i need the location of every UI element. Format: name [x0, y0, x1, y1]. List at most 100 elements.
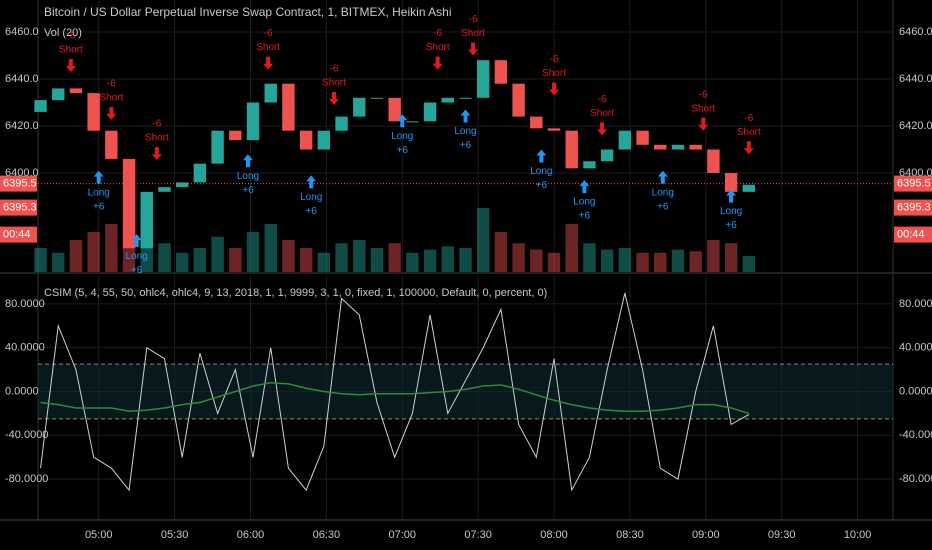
countdown-label: 00:44	[897, 229, 925, 241]
signal-arrow	[549, 82, 560, 96]
candle	[600, 149, 614, 162]
volume-bar	[707, 240, 720, 272]
volume-bar	[87, 232, 100, 272]
volume-bar	[34, 248, 47, 272]
signal-qty: -6	[152, 119, 161, 130]
signal-qty: -6	[66, 31, 75, 42]
candle	[317, 130, 331, 150]
volume-bar	[724, 243, 738, 272]
level-band	[38, 364, 893, 419]
volume-bar	[477, 208, 490, 272]
volume-bar	[282, 240, 295, 272]
signal-label: Short	[322, 77, 346, 88]
signal-arrow	[263, 56, 274, 70]
signal-qty: +6	[657, 201, 669, 212]
signal-qty: -6	[744, 113, 753, 124]
candle	[370, 97, 384, 99]
signal-qty: -6	[107, 79, 116, 90]
signal-arrow	[536, 149, 547, 163]
volume-bar	[689, 251, 702, 272]
volume-bar	[742, 256, 756, 272]
candle	[34, 100, 47, 112]
y-tick-label: 0.0000	[899, 385, 932, 397]
y-tick-label: 6440.0	[5, 73, 39, 85]
volume-bar	[246, 232, 260, 272]
volume-bar	[512, 243, 525, 272]
volume-bar	[671, 249, 685, 272]
volume-bar	[193, 248, 207, 272]
volume-bar	[406, 252, 419, 272]
signal-label: Long	[652, 187, 674, 198]
signal-arrow	[93, 170, 104, 184]
y-tick-label: 80.0000	[5, 298, 45, 310]
candle	[158, 187, 171, 192]
y-tick-label: 6460.0	[899, 26, 932, 38]
price-tag	[894, 175, 932, 192]
candle	[707, 149, 720, 174]
price-tag-label: 6395.3	[3, 202, 37, 214]
y-tick-label: 0.0000	[5, 385, 39, 397]
candle	[477, 60, 490, 98]
volume-bar	[105, 224, 118, 272]
signal-qty: -6	[469, 14, 478, 25]
volume-bar	[459, 248, 472, 272]
price-tag-label: 6395.3	[897, 202, 931, 214]
signal-arrow	[131, 234, 142, 248]
price-tag	[0, 199, 37, 216]
signal-arrow	[579, 180, 590, 194]
candle	[689, 144, 702, 150]
candle	[636, 130, 649, 145]
signal-label: Long	[454, 126, 476, 137]
indicator-title: CSIM (5, 4, 55, 50, ohlc4, ohlc4, 9, 13,…	[44, 287, 547, 299]
volume-bar	[636, 252, 649, 272]
y-tick-label: 6440.0	[899, 73, 932, 85]
signal-arrow	[657, 170, 668, 184]
candle	[671, 144, 685, 150]
candle	[724, 173, 738, 192]
signal-qty: +6	[242, 185, 254, 196]
signal-label: Long	[391, 131, 413, 142]
candle	[512, 83, 525, 117]
signal-qty: -6	[598, 94, 607, 105]
volume-bar	[530, 249, 543, 272]
volume-bar	[565, 224, 578, 272]
candle	[441, 97, 454, 103]
volume-bar	[211, 236, 224, 272]
series-line	[40, 382, 750, 415]
signal-arrow	[106, 106, 117, 120]
signal-qty: +6	[579, 211, 591, 222]
chart-title: Bitcoin / US Dollar Perpetual Inverse Sw…	[44, 5, 452, 19]
x-tick-label: 07:30	[464, 529, 492, 541]
signal-arrow	[306, 175, 317, 189]
volume-bar	[69, 240, 83, 272]
volume-bar	[299, 248, 313, 272]
volume-bar	[388, 243, 401, 272]
candle	[583, 161, 596, 169]
signal-arrow	[151, 147, 162, 161]
signal-label: Long	[300, 192, 322, 203]
signal-label: Short	[99, 93, 123, 104]
signal-arrow	[397, 114, 408, 128]
volume-bar	[229, 248, 242, 272]
candle	[105, 130, 118, 159]
signal-qty: -6	[433, 28, 442, 39]
signal-label: Short	[691, 103, 715, 114]
x-tick-label: 05:00	[85, 529, 113, 541]
y-tick-label: -40.0000	[5, 429, 48, 441]
price-tag-label: 6395.5	[3, 178, 37, 190]
y-tick-label: 80.0000	[899, 298, 932, 310]
candle	[175, 182, 189, 188]
volume-bar	[264, 224, 277, 272]
signal-arrow	[726, 189, 737, 203]
volume-bar	[494, 232, 508, 272]
signal-label: Short	[542, 68, 566, 79]
signal-arrow	[743, 141, 754, 155]
candle	[122, 158, 136, 249]
signal-label: Long	[237, 171, 259, 182]
signal-arrow	[597, 122, 608, 136]
candle	[618, 130, 632, 150]
volume-bar	[423, 249, 437, 272]
candle	[565, 130, 578, 169]
